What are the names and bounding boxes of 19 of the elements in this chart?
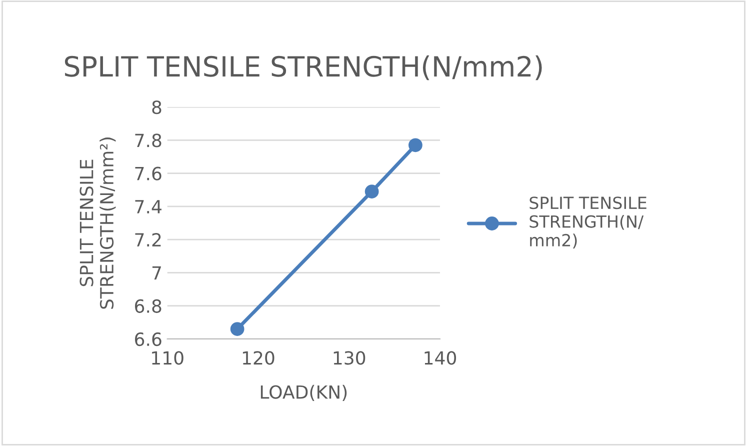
y-axis-title: SPLIT TENSILE STRENGTH(N/mm²) [80,138,116,309]
y-tick-label: 6.6 [135,332,162,346]
y-tick-label: 7.8 [135,134,162,148]
x-tick-label: 140 [424,351,456,365]
point [408,138,422,152]
x-tick-label: 130 [334,351,366,365]
y-tick-label: 7 [152,266,161,280]
point [230,322,244,336]
x-tick-label: 110 [152,351,184,365]
y-tick-label: 7.2 [135,233,161,246]
y-tick-label: 7.6 [135,166,162,180]
x-axis-title: LOAD(KN) [260,384,347,402]
y-tick-label: 8 [152,100,162,114]
legend-label: SPLIT TENSILE STRENGTH(N/ mm2) [530,196,646,248]
chart-title: SPLIT TENSILE STRENGTH(N/mm2) [64,55,542,80]
y-tick-label: 6.8 [135,299,162,313]
x-tick-label: 120 [242,351,274,365]
y-tick-label: 7.4 [135,200,162,214]
point [364,184,379,198]
